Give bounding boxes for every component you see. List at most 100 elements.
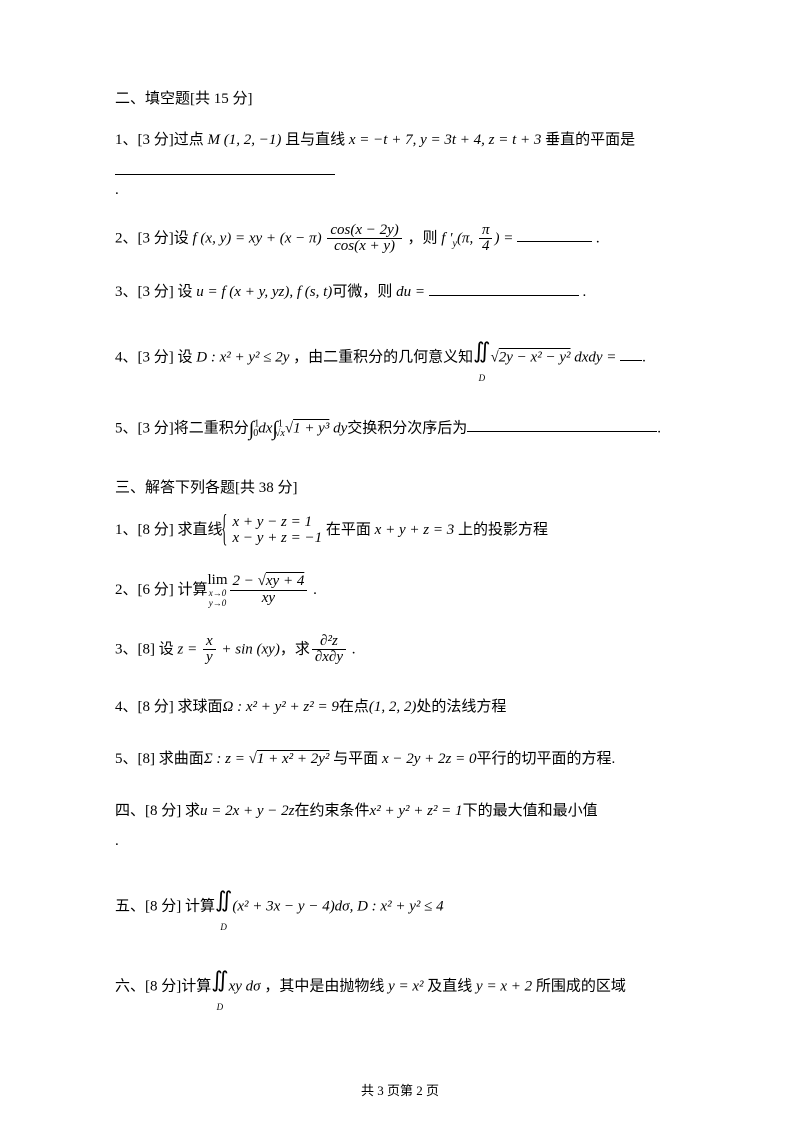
section-2-title: 二、填空题[共 15 分] xyxy=(115,88,685,111)
s3-q2-prefix: 2、[6 分] 计算 xyxy=(115,581,208,597)
s3-q5-prefix: 5、[8] 求曲面 xyxy=(115,751,204,767)
s2-q1: 1、[3 分]过点 M (1, 2, −1) 且与直线 x = −t + 7, … xyxy=(115,125,685,205)
s3-q3-f2-num: ∂²z xyxy=(312,634,346,650)
s3-q3-f1-den: y xyxy=(203,649,216,666)
s2-q3-du: du = xyxy=(396,284,429,300)
s6-integrand: xy dσ xyxy=(229,978,261,994)
s5-integrand: (x² + 3x − y − 4)dσ, D : x² + y² ≤ 4 xyxy=(232,898,443,914)
double-integral-icon: ∬D xyxy=(473,329,490,387)
s3-q2-frac: 2 − √xy + 4 xy xyxy=(230,574,308,607)
s5: 五、[8 分] 计算∬D(x² + 3x − y − 4)dσ, D : x² … xyxy=(115,878,685,936)
s3-q5-suffix: 平行的切平面的方程. xyxy=(476,751,615,767)
s6: 六、[8 分]计算∬Dxy dσ ，其中是由抛物线 y = x² 及直线 y =… xyxy=(115,958,685,1016)
s6-prefix: 六、[8 分]计算 xyxy=(115,978,211,994)
s3-q1-prefix: 1、[8 分] 求直线 xyxy=(115,521,223,537)
s2-q3: 3、[3 分] 设 u = f (x + y, yz), f (s, t)可微，… xyxy=(115,277,685,307)
s2-q5-sqrt-content: 1 + y³ xyxy=(293,420,329,436)
double-integral-icon-2: ∬D xyxy=(215,878,232,936)
s6-mid: ，其中是由抛物线 xyxy=(261,978,389,994)
double-integral-icon-3: ∬D xyxy=(211,958,228,1016)
s2-q1-prefix: 1、[3 分]过点 xyxy=(115,132,208,148)
s3-q1-line1: x + y − z = 1 xyxy=(233,514,323,531)
s3-q3-end: . xyxy=(348,641,356,657)
s4-constraint: x² + y² + z² = 1 xyxy=(370,803,463,819)
s2-q1-mid: 且与直线 xyxy=(281,132,349,148)
s2-q1-suffix: 垂直的平面是 xyxy=(541,132,635,148)
s2-q4-end: . xyxy=(642,349,646,365)
section-3-title: 三、解答下列各题[共 38 分] xyxy=(115,477,685,500)
s3-q1-plane: x + y + z = 3 xyxy=(375,521,455,537)
s2-q5-sqrt: √1 + y³ xyxy=(285,420,330,436)
s6-parabola: y = x² xyxy=(388,978,423,994)
s2-q2-argspre: (π, xyxy=(457,230,477,246)
s3-q2: 2、[6 分] 计算 lim x→0 y→0 2 − √xy + 4 xy . xyxy=(115,573,685,608)
s3-q5-sqrt: √1 + x² + 2y² xyxy=(249,751,330,767)
s3-q3: 3、[8] 设 z = x y + sin (xy)，求 ∂²z ∂x∂y . xyxy=(115,634,685,667)
s3-q3-frac2: ∂²z ∂x∂y xyxy=(312,634,346,667)
s2-q2-argspost: ) = xyxy=(494,230,517,246)
s2-q4-blank xyxy=(620,360,642,361)
s3-q2-num: 2 − √xy + 4 xyxy=(230,574,308,590)
s3-q3-f2-den: ∂x∂y xyxy=(312,649,346,666)
s2-q2-frac1-den: cos(x + y) xyxy=(327,238,401,255)
s3-q3-zpre: z = xyxy=(178,641,201,657)
s2-q5-suffix: 交换积分次序后为 xyxy=(347,420,467,436)
s2-q4-mid: ，由二重积分的几何意义知 xyxy=(289,349,473,365)
s2-q2-prefix: 2、[3 分]设 xyxy=(115,230,193,246)
s3-q5-mid: 与平面 xyxy=(329,751,382,767)
s2-q2: 2、[3 分]设 f (x, y) = xy + (x − π) cos(x −… xyxy=(115,223,685,256)
iint-sub-d: D xyxy=(473,369,490,387)
s2-q2-frac1-num: cos(x − 2y) xyxy=(327,223,401,239)
s2-q3-prefix: 3、[3 分] 设 xyxy=(115,284,196,300)
s3-q1-brace: x + y − z = 1 x − y + z = −1 xyxy=(223,514,323,547)
s3-q4-prefix: 4、[8 分] 求球面 xyxy=(115,699,223,715)
s3-q3-f1-num: x xyxy=(203,634,216,650)
iint-sub-d3: D xyxy=(211,998,228,1016)
s2-q2-frac2-num: π xyxy=(479,223,493,239)
s2-q4-dxdy: dxdy = xyxy=(570,349,620,365)
s3-q4: 4、[8 分] 求球面Ω : x² + y² + z² = 9在点(1, 2, … xyxy=(115,692,685,722)
s3-q4-point: (1, 2, 2) xyxy=(369,699,417,715)
s2-q4-prefix: 4、[3 分] 设 xyxy=(115,349,196,365)
s2-q2-deriv: f ′ xyxy=(441,230,452,246)
s2-q3-mid: 可微，则 xyxy=(332,284,396,300)
s3-q2-lim: lim x→0 y→0 xyxy=(208,573,228,608)
s2-q5-dy: dy xyxy=(329,420,347,436)
s3-q4-surface: Ω : x² + y² + z² = 9 xyxy=(223,699,339,715)
s2-q2-frac2: π 4 xyxy=(479,223,493,256)
s3-q1-suffix: 上的投影方程 xyxy=(454,521,548,537)
s3-q5-plane: x − 2y + 2z = 0 xyxy=(382,751,477,767)
s3-q5-surfpre: Σ : z = xyxy=(204,751,249,767)
s6-line: y = x + 2 xyxy=(476,978,532,994)
s2-q4-sqrt: √2y − x² − y² xyxy=(491,349,571,365)
s3-q2-lim-y: y→0 xyxy=(208,599,228,608)
s3-q2-lim-top: lim xyxy=(208,573,228,588)
s3-q2-end: . xyxy=(309,581,317,597)
s3-q1: 1、[8 分] 求直线 x + y − z = 1 x − y + z = −1… xyxy=(115,514,685,547)
s2-q5-end: . xyxy=(657,420,661,436)
s2-q4: 4、[3 分] 设 D : x² + y² ≤ 2y ，由二重积分的几何意义知∬… xyxy=(115,329,685,387)
s4-suffix: 下的最大值和最小值 xyxy=(463,803,598,819)
s3-q2-den: xy xyxy=(230,590,308,607)
s6-suffix: 所围成的区域 xyxy=(532,978,626,994)
s2-q2-frac2-den: 4 xyxy=(479,238,493,255)
s3-q2-num-sqrt: xy + 4 xyxy=(266,573,304,589)
page-footer: 共 3 页第 2 页 xyxy=(0,1081,800,1101)
s2-q2-fxy: f (x, y) = xy + (x − π) xyxy=(193,230,322,246)
s3-q3-mid: ，求 xyxy=(280,641,310,657)
s2-q3-ueq: u = f (x + y, yz), f (s, t) xyxy=(196,284,332,300)
s2-q3-blank xyxy=(429,295,579,296)
s2-q2-mid: ，则 xyxy=(404,230,442,246)
s2-q1-point: M (1, 2, −1) xyxy=(208,132,282,148)
s3-q3-zmid: + sin (xy) xyxy=(218,641,280,657)
s2-q5: 5、[3 分]将二重积分∫10dx∫1√x√1 + y³ dy交换积分次序后为. xyxy=(115,409,685,449)
s3-q3-frac1: x y xyxy=(203,634,216,667)
s2-q3-end: . xyxy=(579,284,587,300)
s2-q2-end: . xyxy=(592,230,600,246)
s2-q2-blank xyxy=(517,241,592,242)
s3-q5-sqrt-content: 1 + x² + 2y² xyxy=(257,751,330,767)
s5-prefix: 五、[8 分] 计算 xyxy=(115,898,215,914)
s3-q4-suffix: 处的法线方程 xyxy=(416,699,506,715)
s3-q2-lim-x: x→0 xyxy=(208,589,228,598)
s2-q4-domain: D : x² + y² ≤ 2y xyxy=(196,349,289,365)
